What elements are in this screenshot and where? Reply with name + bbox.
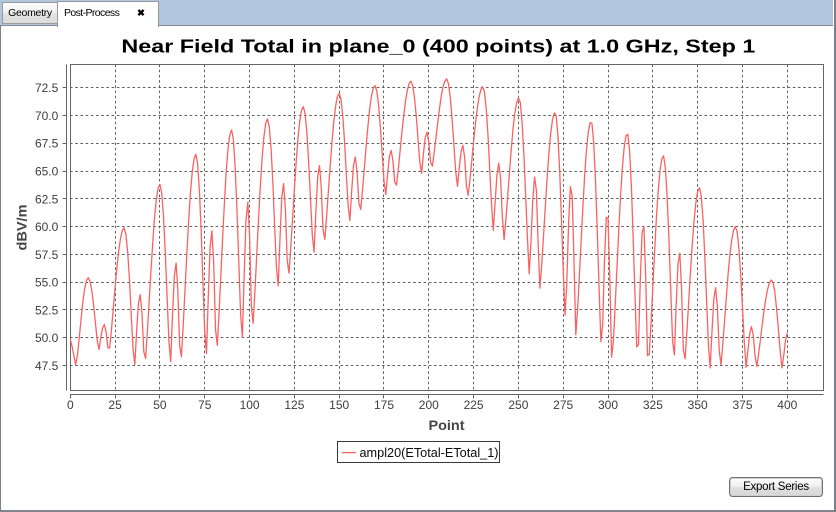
svg-text:375: 375 [732, 398, 752, 412]
svg-text:175: 175 [374, 398, 394, 412]
svg-text:47.5: 47.5 [35, 359, 59, 373]
svg-text:62.5: 62.5 [35, 192, 59, 206]
svg-text:250: 250 [508, 398, 528, 412]
svg-text:50.0: 50.0 [35, 331, 59, 345]
svg-text:125: 125 [284, 398, 304, 412]
svg-text:Point: Point [429, 417, 465, 433]
svg-text:400: 400 [777, 398, 797, 412]
svg-text:60.0: 60.0 [35, 220, 59, 234]
svg-text:72.5: 72.5 [35, 81, 59, 95]
svg-text:Near Field Total in plane_0 (4: Near Field Total in plane_0 (400 points)… [121, 36, 755, 56]
svg-text:325: 325 [643, 398, 663, 412]
svg-text:67.5: 67.5 [35, 137, 59, 151]
svg-text:100: 100 [240, 398, 260, 412]
svg-text:75: 75 [198, 398, 212, 412]
svg-text:70.0: 70.0 [35, 109, 59, 123]
svg-text:dBV/m: dBV/m [14, 205, 30, 251]
svg-text:25: 25 [108, 398, 122, 412]
svg-text:ampl20(ETotal-ETotal_1): ampl20(ETotal-ETotal_1) [360, 446, 499, 460]
svg-text:200: 200 [419, 398, 439, 412]
svg-text:65.0: 65.0 [35, 165, 59, 179]
svg-text:55.0: 55.0 [35, 276, 59, 290]
svg-text:57.5: 57.5 [35, 248, 59, 262]
svg-text:52.5: 52.5 [35, 303, 59, 317]
svg-text:0: 0 [67, 398, 74, 412]
svg-text:150: 150 [329, 398, 349, 412]
svg-text:275: 275 [553, 398, 573, 412]
svg-text:50: 50 [153, 398, 167, 412]
svg-text:300: 300 [598, 398, 618, 412]
svg-text:225: 225 [464, 398, 484, 412]
svg-text:350: 350 [688, 398, 708, 412]
